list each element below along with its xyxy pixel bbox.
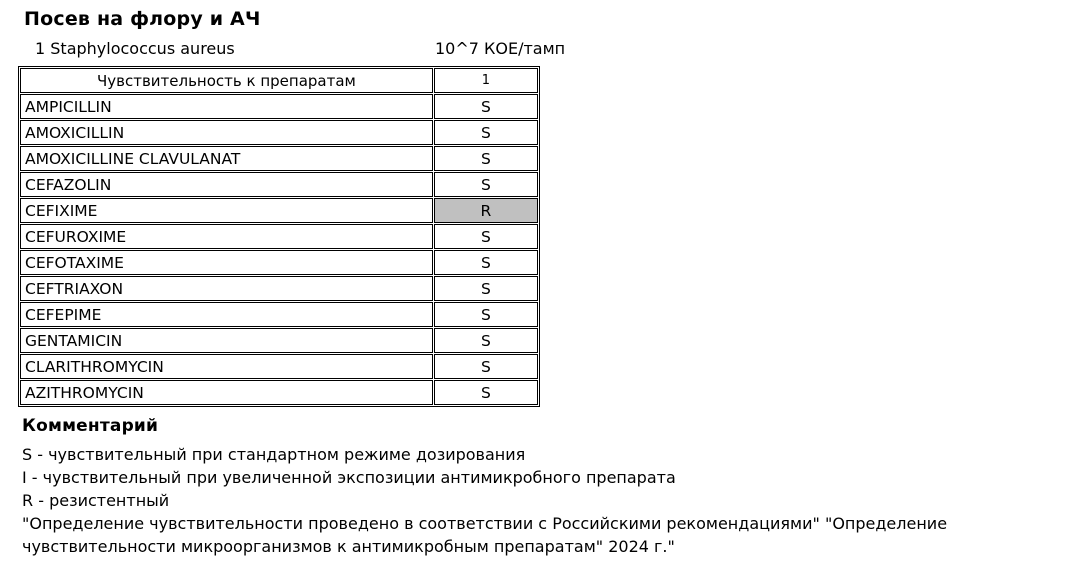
- drug-name-cell: CLARITHROMYCIN: [20, 354, 433, 379]
- table-row: CEFIXIME R: [20, 198, 538, 223]
- result-cell-resistant: R: [433, 198, 538, 223]
- result-cell: S: [433, 302, 538, 327]
- result-cell: S: [433, 250, 538, 275]
- result-cell: S: [433, 276, 538, 301]
- result-cell: S: [433, 224, 538, 249]
- column-header-isolate-number: 1: [433, 68, 538, 93]
- result-cell: S: [433, 354, 538, 379]
- drug-name-cell: CEFAZOLIN: [20, 172, 433, 197]
- comment-heading: Комментарий: [22, 416, 159, 436]
- organism-quantity: 10^7 КОЕ/тамп: [435, 39, 566, 58]
- organism-name: 1 Staphylococcus aureus: [35, 39, 235, 58]
- legend-line-r: R - резистентный: [22, 491, 170, 510]
- methodology-note: "Определение чувствительности проведено …: [22, 514, 948, 556]
- result-cell: S: [433, 172, 538, 197]
- drug-name-cell: CEFIXIME: [20, 198, 433, 223]
- organism-line: 1 Staphylococcus aureus 10^7 КОЕ/тамп: [18, 37, 1058, 63]
- table-row: CEFEPIME S: [20, 302, 538, 327]
- drug-name-cell: CEFTRIAXON: [20, 276, 433, 301]
- table-row: AZITHROMYCIN S: [20, 380, 538, 405]
- result-cell: S: [433, 328, 538, 353]
- drug-name-cell: AMOXICILLIN: [20, 120, 433, 145]
- drug-name-cell: AMOXICILLINE CLAVULANAT: [20, 146, 433, 171]
- table-row: AMOXICILLIN S: [20, 120, 538, 145]
- drug-name-cell: AZITHROMYCIN: [20, 380, 433, 405]
- drug-name-cell: CEFOTAXIME: [20, 250, 433, 275]
- comment-section: S - чувствительный при стандартном режим…: [22, 443, 1062, 558]
- legend-line-s: S - чувствительный при стандартном режим…: [22, 445, 526, 464]
- sensitivity-table: Чувствительность к препаратам 1 AMPICILL…: [18, 66, 540, 407]
- result-cell: S: [433, 120, 538, 145]
- legend-line-i: I - чувствительный при увеличенной экспо…: [22, 468, 676, 487]
- drug-name-cell: CEFEPIME: [20, 302, 433, 327]
- table-row: CEFUROXIME S: [20, 224, 538, 249]
- table-row: CEFAZOLIN S: [20, 172, 538, 197]
- drug-name-cell: GENTAMICIN: [20, 328, 433, 353]
- result-cell: S: [433, 94, 538, 119]
- result-cell: S: [433, 380, 538, 405]
- page-title: Посев на флору и АЧ: [24, 8, 261, 30]
- table-row: CEFTRIAXON S: [20, 276, 538, 301]
- drug-name-cell: AMPICILLIN: [20, 94, 433, 119]
- column-header-drugs: Чувствительность к препаратам: [20, 68, 433, 93]
- drug-name-cell: CEFUROXIME: [20, 224, 433, 249]
- table-row: AMOXICILLINE CLAVULANAT S: [20, 146, 538, 171]
- table-row: CEFOTAXIME S: [20, 250, 538, 275]
- table-header-row: Чувствительность к препаратам 1: [20, 68, 538, 93]
- table-row: GENTAMICIN S: [20, 328, 538, 353]
- table-row: AMPICILLIN S: [20, 94, 538, 119]
- result-cell: S: [433, 146, 538, 171]
- table-row: CLARITHROMYCIN S: [20, 354, 538, 379]
